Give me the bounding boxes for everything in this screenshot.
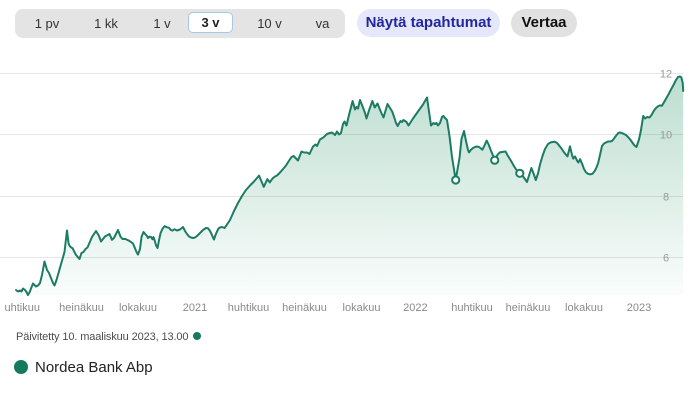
svg-text:8: 8 — [663, 192, 669, 204]
svg-text:heinäkuu: heinäkuu — [282, 302, 327, 314]
svg-text:2021: 2021 — [183, 302, 207, 314]
svg-text:6: 6 — [663, 253, 669, 265]
svg-text:lokakuu: lokakuu — [565, 302, 603, 314]
svg-text:lokakuu: lokakuu — [343, 302, 381, 314]
svg-text:heinäkuu: heinäkuu — [506, 302, 551, 314]
svg-text:12: 12 — [660, 69, 672, 81]
svg-text:2023: 2023 — [627, 302, 651, 314]
svg-text:heinäkuu: heinäkuu — [59, 302, 104, 314]
svg-text:huhtikuu: huhtikuu — [451, 302, 493, 314]
svg-text:10: 10 — [660, 130, 672, 142]
svg-text:huhtikuu: huhtikuu — [228, 302, 270, 314]
svg-text:uhtikuu: uhtikuu — [5, 302, 40, 314]
svg-text:lokakuu: lokakuu — [119, 302, 157, 314]
svg-text:2022: 2022 — [403, 302, 427, 314]
